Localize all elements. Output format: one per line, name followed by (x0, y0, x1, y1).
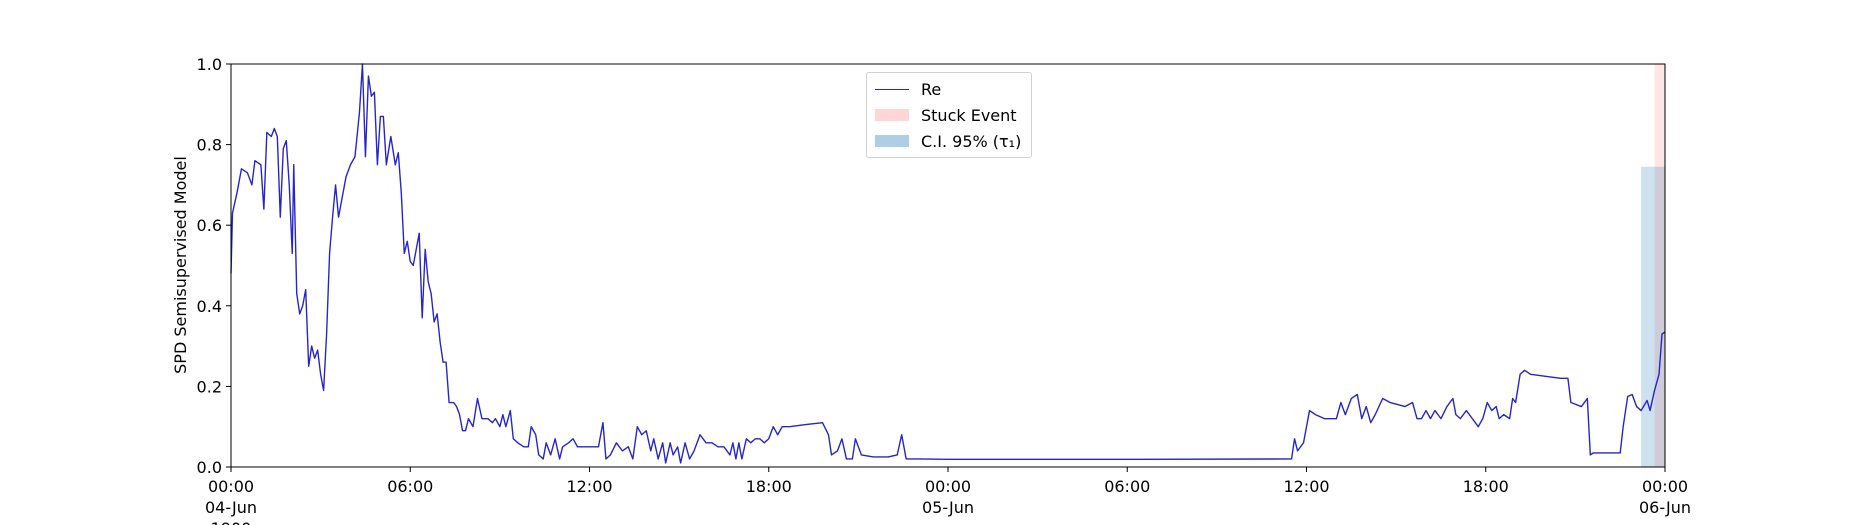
x-tick-label: 00:00 06-Jun (1638, 477, 1692, 517)
x-tick-label: 12:00 (1283, 477, 1330, 496)
shaded-span (1654, 64, 1665, 467)
x-tick-label: 00:00 05-Jun (921, 477, 975, 517)
y-tick-label: 1.0 (197, 55, 222, 74)
x-tick-label: 06:00 (1104, 477, 1151, 496)
y-tick-label: 0.8 (197, 136, 222, 155)
x-tick-label: 18:00 (1462, 477, 1509, 496)
y-tick-label: 0.0 (197, 458, 222, 477)
y-tick-label: 0.2 (197, 377, 222, 396)
legend-swatch (875, 109, 909, 121)
legend-label: Stuck Event (921, 105, 1017, 125)
y-axis-label: SPD Semisupervised Model (171, 156, 190, 374)
data-line (230, 63, 1666, 464)
legend-item: Stuck Event (875, 104, 1017, 126)
x-tick-label: 12:00 (566, 477, 613, 496)
y-tick-label: 0.4 (197, 297, 222, 316)
shaded-span (1641, 166, 1665, 467)
legend-item: C.I. 95% (τ₁) (875, 130, 1021, 152)
x-tick-label: 18:00 (745, 477, 792, 496)
x-tick-label: 06:00 (387, 477, 434, 496)
y-tick-label: 0.6 (197, 216, 222, 235)
legend-item: Re (875, 78, 941, 100)
legend-swatch (875, 135, 909, 147)
x-tick-label: 00:00 04-Jun 1900 (204, 477, 258, 525)
legend-swatch (875, 88, 909, 90)
legend: Re Stuck Event C.I. 95% (τ₁) (866, 72, 1032, 158)
legend-label: C.I. 95% (τ₁) (921, 131, 1022, 151)
legend-label: Re (921, 79, 942, 99)
